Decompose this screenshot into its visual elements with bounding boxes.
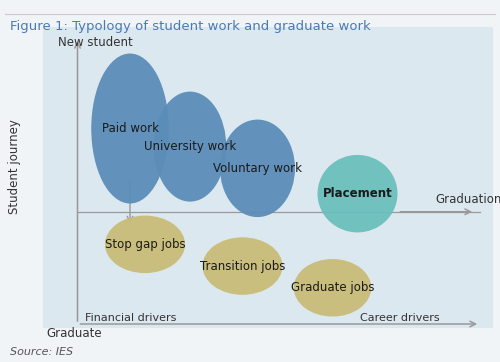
Text: Source: IES: Source: IES [10, 348, 73, 358]
Text: Career drivers: Career drivers [360, 313, 440, 323]
Ellipse shape [105, 216, 185, 273]
Text: Student journey: Student journey [8, 119, 22, 214]
Text: Placement: Placement [322, 187, 392, 200]
Ellipse shape [294, 259, 371, 316]
Text: Graduation: Graduation [435, 193, 500, 206]
Text: Stop gap jobs: Stop gap jobs [104, 238, 186, 251]
Text: Graduate: Graduate [46, 327, 102, 340]
Text: Paid work: Paid work [102, 122, 158, 135]
Text: Financial drivers: Financial drivers [85, 313, 176, 323]
Ellipse shape [154, 92, 226, 202]
Text: Transition jobs: Transition jobs [200, 260, 285, 273]
Ellipse shape [202, 237, 282, 295]
Text: Figure 1: Typology of student work and graduate work: Figure 1: Typology of student work and g… [10, 20, 371, 33]
Text: Voluntary work: Voluntary work [213, 162, 302, 175]
Bar [42, 27, 492, 328]
Text: New student: New student [58, 36, 132, 49]
Text: Graduate jobs: Graduate jobs [291, 281, 374, 294]
Ellipse shape [318, 155, 398, 232]
Ellipse shape [91, 54, 169, 203]
Text: University work: University work [144, 140, 236, 153]
Ellipse shape [220, 119, 295, 217]
